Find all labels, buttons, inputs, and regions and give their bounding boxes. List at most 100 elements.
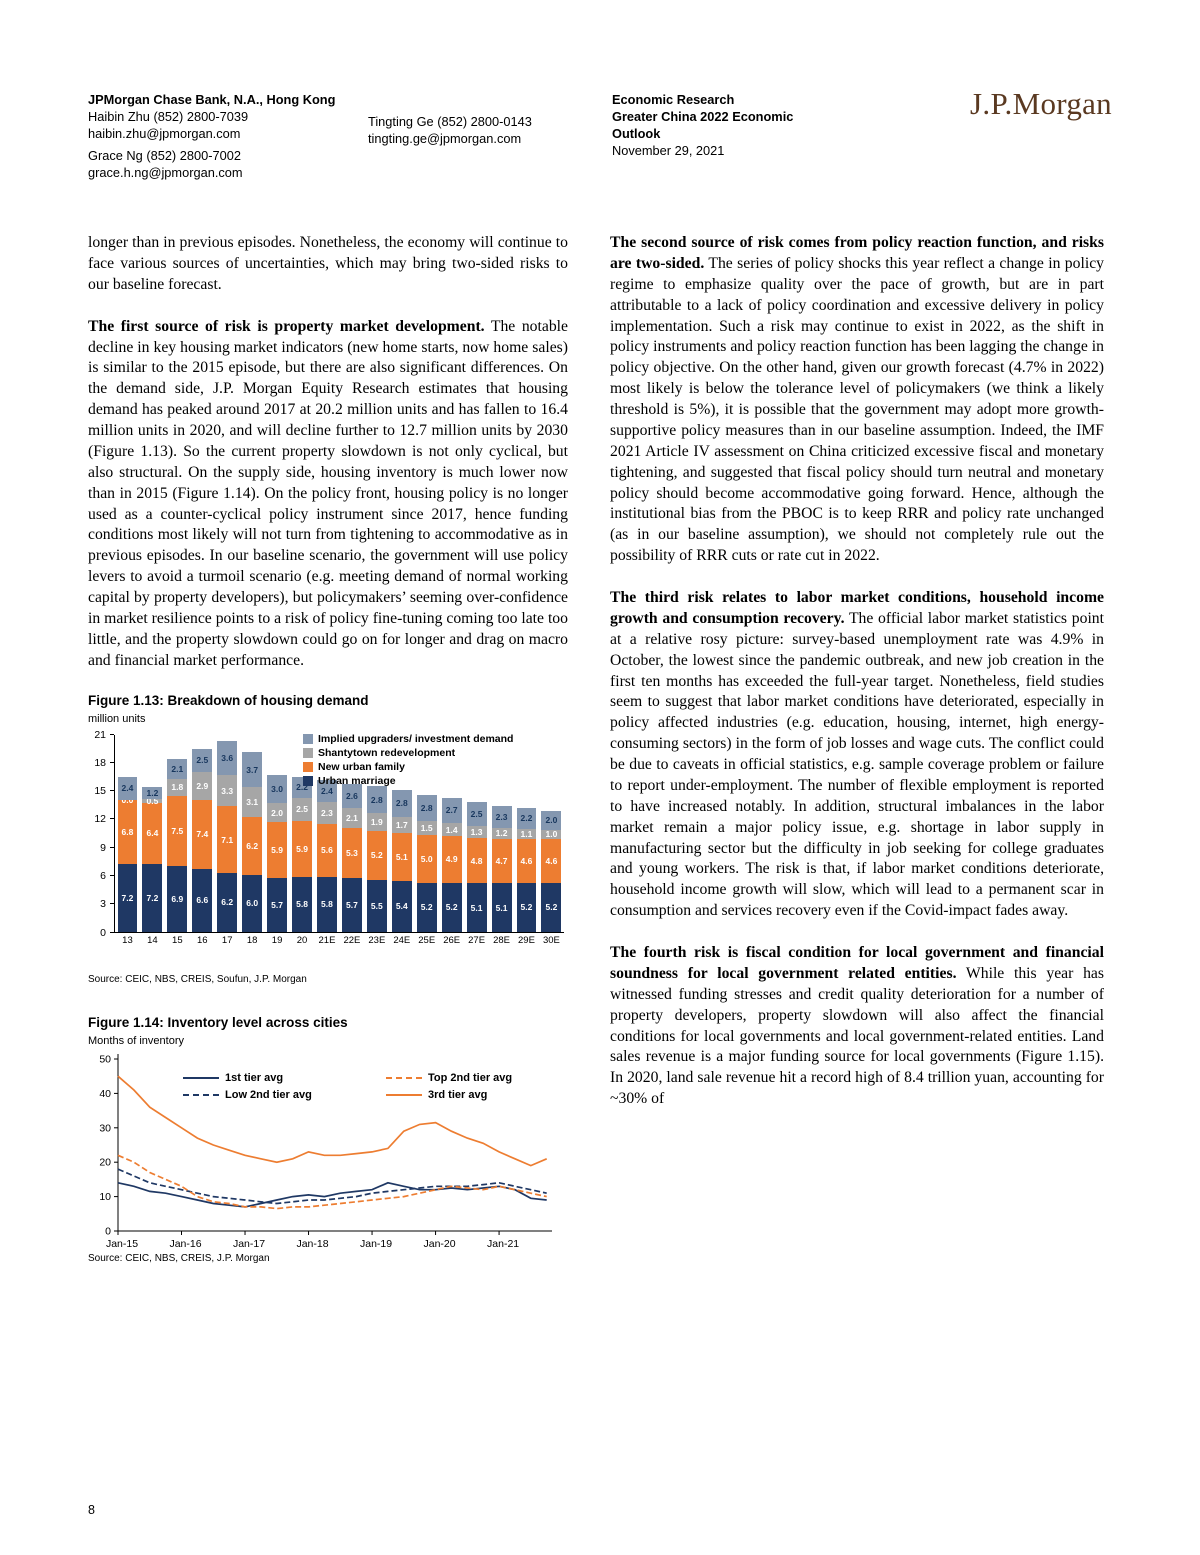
line-series [117, 1075, 548, 1167]
bar-column: 5.2 4.6 1.1 2.2 29E [516, 735, 537, 946]
legend-label: Top 2nd tier avg [428, 1072, 513, 1084]
figure-caption: Figure 1.13: Breakdown of housing demand [88, 692, 369, 708]
bar-segment [516, 828, 537, 840]
bar-value-label: 1.2 [495, 828, 508, 839]
legend-item: Implied upgraders/ investment demand [303, 733, 513, 745]
figure-caption: Figure 1.14: Inventory level across citi… [88, 1014, 348, 1030]
bar-segment [167, 778, 188, 796]
svg-text:10: 10 [99, 1191, 111, 1203]
legend-label: Shantytown redevelopment [318, 746, 456, 759]
bar-segment [267, 775, 288, 804]
bar-segment [192, 772, 213, 800]
bar-value-label: 1.0 [545, 829, 558, 840]
bar-value-label: 5.4 [395, 901, 408, 911]
page-number: 8 [88, 1503, 95, 1517]
bar-segment [491, 806, 512, 828]
bar-column: 6.0 6.2 3.1 3.7 18 [242, 735, 263, 946]
bar-column: 6.9 7.5 1.8 2.1 15 [167, 735, 188, 946]
bar-segment [441, 797, 462, 824]
bar-segment [341, 783, 362, 808]
x-tick-label: 23E [368, 934, 386, 946]
bar-segment [491, 827, 512, 840]
bar-value-label: 6.8 [121, 826, 134, 837]
x-tick-label: 14 [147, 934, 158, 946]
x-tick-label: 15 [172, 934, 183, 946]
y-tick-label: 9 [100, 841, 106, 854]
bar-value-label: 1.5 [420, 823, 433, 834]
y-tick-label: 12 [94, 813, 106, 826]
bar-value-label: 6.0 [246, 898, 259, 909]
bar-value-label: 5.9 [296, 844, 308, 854]
bar-segment [366, 879, 387, 932]
contact-name: Haibin Zhu (852) 2800-7039 [88, 108, 249, 124]
x-tick-label: 29E [518, 934, 535, 946]
bar-value-label: 1.2 [146, 787, 159, 798]
bar-value-label: 0.0 [121, 794, 134, 805]
bar-value-label: 3.3 [221, 785, 234, 796]
bar-segment [466, 838, 487, 884]
y-tick-label: 0 [100, 926, 106, 939]
legend-label: Implied upgraders/ investment demand [318, 732, 514, 745]
bar-value-label: 5.0 [420, 853, 433, 864]
bar-column: 5.8 5.9 2.5 2.2 20 [292, 735, 312, 946]
bar-value-label: 1.8 [171, 782, 184, 793]
bar-segment [217, 806, 238, 873]
bar-value-label: 2.4 [121, 783, 134, 794]
legend-swatch [303, 747, 313, 758]
x-tick-label: 18 [246, 934, 258, 946]
bank-name: JPMorgan Chase Bank, N.A., Hong Kong [88, 92, 336, 107]
legend-item: Shantytown redevelopment [303, 747, 513, 759]
bar-segment [217, 741, 238, 775]
bar-column: 5.1 4.7 1.2 2.3 28E [491, 735, 512, 946]
paragraph: The first source of risk is property mar… [88, 317, 569, 669]
bar-value-label: 5.1 [395, 851, 408, 862]
bar-segment [292, 876, 312, 932]
bar-value-label: 7.4 [196, 829, 209, 840]
bar-value-label: 5.7 [271, 899, 283, 910]
svg-text:30: 30 [99, 1122, 111, 1134]
bar-column: 5.2 5.0 1.5 2.8 25E [416, 735, 437, 946]
legend-item: 1st tier avg [183, 1071, 378, 1086]
x-tick-label: 25E [418, 934, 436, 946]
bar-value-label: 5.3 [345, 847, 358, 858]
legend-swatch [303, 733, 313, 744]
legend-item: 3rd tier avg [386, 1088, 512, 1103]
bar-value-label: 4.8 [470, 855, 483, 866]
legend-line-swatch [386, 1077, 422, 1079]
x-tick-label: 17 [221, 934, 233, 946]
bar-value-label: 6.4 [146, 828, 159, 839]
legend-label: 1st tier avg [225, 1072, 284, 1084]
legend-line-swatch [183, 1094, 219, 1096]
bar-segment [341, 808, 362, 828]
bar-column: 7.2 6.8 0.0 2.4 13 [117, 735, 138, 946]
contact-name: Tingting Ge (852) 2800-0143 [368, 114, 532, 129]
bar-segment [117, 799, 138, 864]
bar-value-label: 2.5 [196, 755, 209, 766]
bar-value-label: 3.1 [246, 796, 259, 807]
bar-segment [516, 839, 537, 883]
y-tick-label: 21 [94, 728, 106, 741]
x-tick-label: 13 [122, 934, 133, 946]
page-header: JPMorgan Chase Bank, N.A., Hong Kong Hai… [88, 86, 1112, 222]
x-tick-label: 30E [542, 934, 560, 946]
bar-segment [142, 798, 163, 804]
legend-label: Low 2nd tier avg [225, 1089, 312, 1101]
bar-value-label: 2.3 [321, 808, 333, 819]
contact-email: grace.h.ng@jpmorgan.com [88, 164, 243, 180]
bar-segment [242, 816, 263, 875]
svg-text:Jan-18: Jan-18 [296, 1238, 328, 1250]
figure-1-14-legend: 1st tier avg Top 2nd tier avg Low 2nd tier… [183, 1071, 512, 1105]
svg-text:20: 20 [99, 1156, 111, 1168]
paragraph-lead: The second source of risk comes from pol… [610, 234, 1104, 272]
bar-segment [441, 882, 462, 932]
bar-segment [416, 794, 437, 822]
bar-value-label: 3.7 [246, 764, 259, 775]
y-tick-label: 6 [100, 869, 106, 882]
legend-item: Top 2nd tier avg [386, 1071, 512, 1086]
bar-value-label: 2.8 [370, 794, 383, 805]
bar-value-label: 2.0 [545, 815, 558, 826]
bar-value-label: 3.6 [221, 753, 234, 763]
bar-value-label: 4.6 [520, 855, 533, 866]
figure-source: Source: CEIC, NBS, CREIS, J.P. Morgan [88, 1252, 270, 1264]
bar-value-label: 5.2 [370, 850, 383, 861]
